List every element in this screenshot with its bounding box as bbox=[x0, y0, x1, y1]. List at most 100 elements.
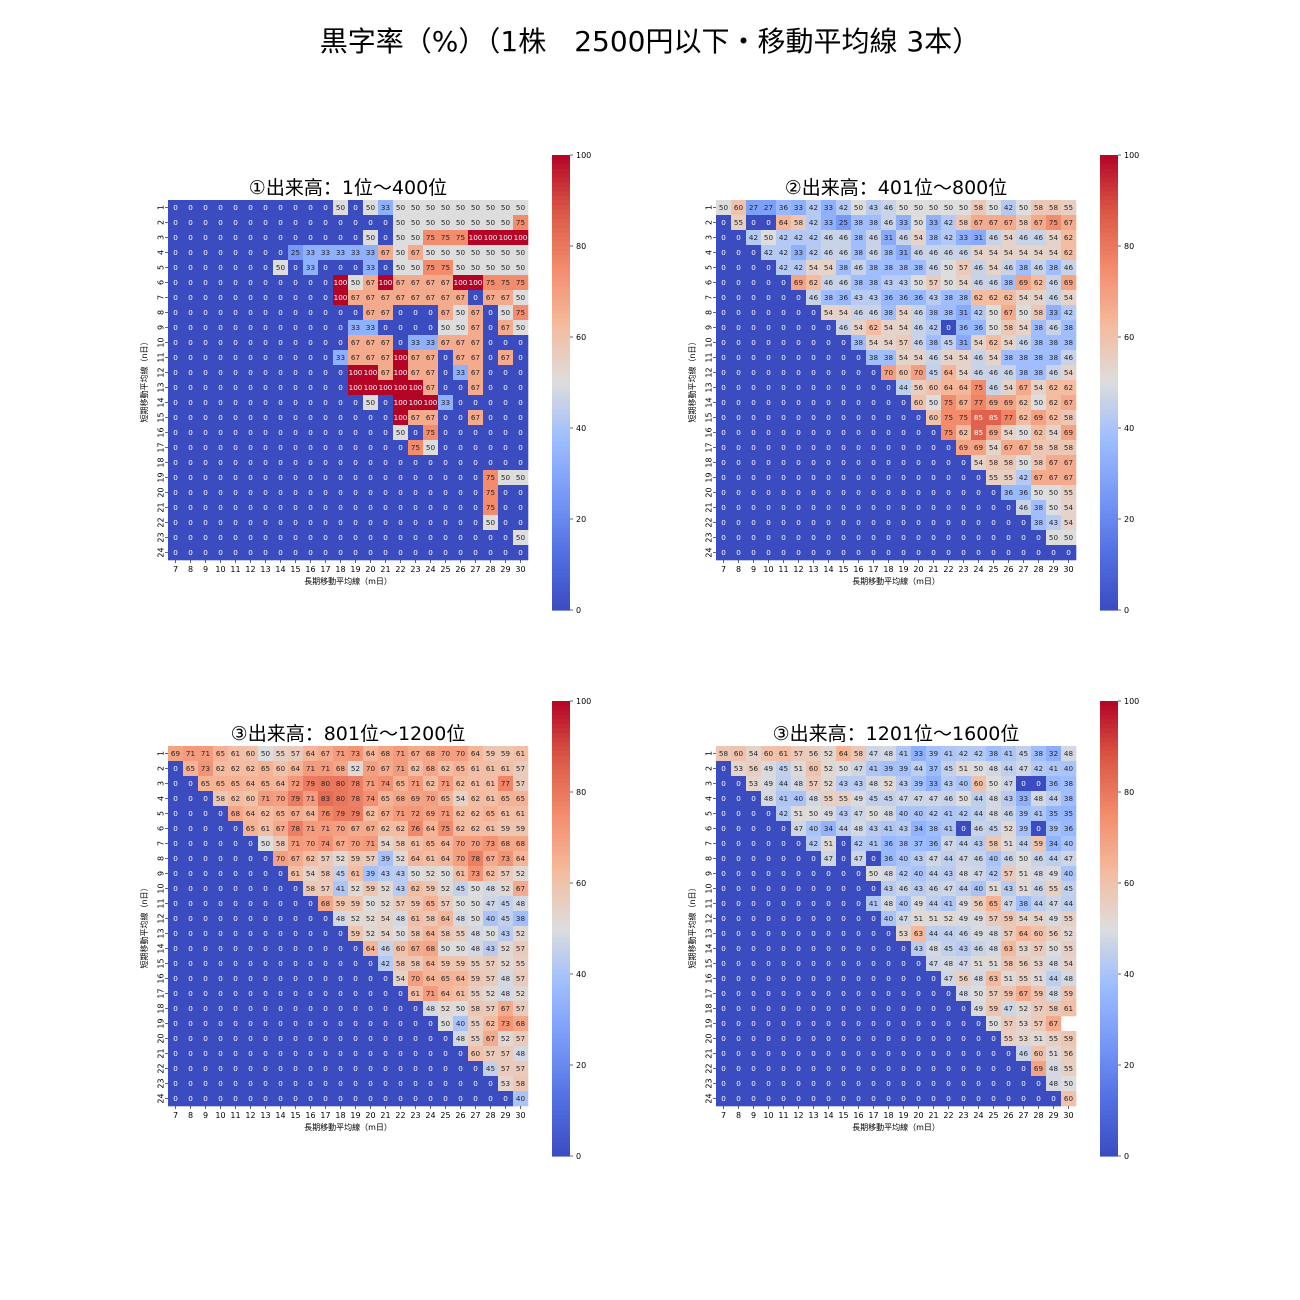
heatmap-cell bbox=[836, 305, 852, 321]
cell-label: 0 bbox=[308, 293, 313, 302]
cell-label: 0 bbox=[173, 854, 178, 863]
cell-label: 64 bbox=[839, 749, 849, 758]
heatmap-cell bbox=[258, 275, 274, 291]
heatmap-cell bbox=[348, 245, 364, 261]
heatmap-cell bbox=[896, 440, 912, 456]
cell-label: 0 bbox=[736, 944, 741, 953]
heatmap-cell bbox=[453, 956, 469, 972]
x-axis-label: 長期移動平均線（m日） bbox=[852, 576, 940, 586]
heatmap-cell bbox=[363, 836, 379, 852]
colorbar-segment bbox=[552, 1074, 570, 1080]
heatmap-cell bbox=[243, 971, 259, 987]
heatmap-cell bbox=[971, 485, 987, 501]
heatmap-cell bbox=[483, 896, 499, 912]
cell-label: 67 bbox=[411, 368, 420, 377]
cell-label: 0 bbox=[751, 428, 756, 437]
heatmap-cell bbox=[378, 275, 394, 291]
cell-label: 36 bbox=[779, 203, 789, 212]
heatmap-cell bbox=[1061, 350, 1077, 366]
cell-label: 0 bbox=[338, 1019, 343, 1028]
cell-label: 50 bbox=[486, 203, 496, 212]
heatmap-cell bbox=[333, 470, 349, 486]
cell-label: 38 bbox=[1064, 794, 1074, 803]
cell-label: 0 bbox=[751, 473, 756, 482]
cell-label: 0 bbox=[173, 413, 178, 422]
heatmap-cell bbox=[183, 440, 199, 456]
heatmap-cell bbox=[836, 515, 852, 531]
heatmap-cell bbox=[393, 791, 409, 807]
cell-label: 68 bbox=[516, 839, 526, 848]
x-tick-label: 10 bbox=[215, 565, 225, 574]
cell-label: 0 bbox=[248, 248, 253, 257]
cell-label: 52 bbox=[441, 1004, 450, 1013]
heatmap-cell bbox=[716, 305, 732, 321]
cell-label: 0 bbox=[218, 398, 223, 407]
colorbar-segment bbox=[552, 246, 570, 252]
cell-label: 0 bbox=[518, 368, 523, 377]
cell-label: 67 bbox=[441, 338, 450, 347]
cell-label: 0 bbox=[473, 488, 478, 497]
cell-label: 0 bbox=[856, 503, 861, 512]
cell-label: 47 bbox=[854, 809, 863, 818]
cell-label: 46 bbox=[944, 794, 954, 803]
heatmap-cell bbox=[1001, 230, 1017, 246]
heatmap-cell bbox=[213, 971, 229, 987]
cell-label: 0 bbox=[278, 338, 283, 347]
cell-label: 48 bbox=[471, 929, 481, 938]
heatmap-cell bbox=[1046, 395, 1062, 411]
cell-label: 0 bbox=[293, 338, 298, 347]
heatmap-cell bbox=[746, 470, 762, 486]
cell-label: 0 bbox=[218, 428, 223, 437]
colorbar-segment bbox=[1100, 309, 1118, 315]
cell-label: 59 bbox=[411, 899, 421, 908]
cell-label: 0 bbox=[203, 533, 208, 542]
cell-label: 62 bbox=[471, 824, 480, 833]
cell-label: 0 bbox=[796, 899, 801, 908]
cell-label: 62 bbox=[261, 809, 270, 818]
heatmap-cell bbox=[806, 275, 822, 291]
cell-label: 0 bbox=[188, 293, 193, 302]
heatmap-cell bbox=[348, 260, 364, 276]
heatmap-cell bbox=[363, 926, 379, 942]
colorbar-segment bbox=[552, 741, 570, 748]
cell-label: 0 bbox=[841, 1019, 846, 1028]
heatmap-cell bbox=[318, 485, 334, 501]
cell-label: 48 bbox=[974, 974, 984, 983]
cell-label: 52 bbox=[381, 899, 390, 908]
cell-label: 62 bbox=[231, 764, 240, 773]
colorbar-segment bbox=[552, 591, 570, 597]
cell-label: 44 bbox=[959, 839, 969, 848]
heatmap-cell bbox=[168, 215, 184, 231]
heatmap-cell bbox=[941, 515, 957, 531]
cell-label: 0 bbox=[1021, 779, 1026, 788]
heatmap-cell bbox=[303, 335, 319, 351]
heatmap-cell bbox=[243, 881, 259, 897]
colorbar-segment bbox=[552, 186, 570, 192]
cell-label: 0 bbox=[263, 1079, 268, 1088]
colorbar-segment bbox=[552, 755, 570, 761]
cell-label: 55 bbox=[1049, 884, 1058, 893]
heatmap-cell bbox=[866, 350, 882, 366]
cell-label: 0 bbox=[173, 293, 178, 302]
heatmap-cell bbox=[363, 230, 379, 246]
cell-label: 0 bbox=[263, 503, 268, 512]
cell-label: 0 bbox=[278, 413, 283, 422]
cell-label: 0 bbox=[976, 548, 981, 557]
cell-label: 0 bbox=[263, 488, 268, 497]
cell-label: 0 bbox=[961, 473, 966, 482]
heatmap-cell bbox=[423, 851, 439, 867]
colorbar-segment bbox=[552, 1042, 570, 1048]
cell-label: 0 bbox=[203, 854, 208, 863]
heatmap-cell bbox=[348, 971, 364, 987]
cell-label: 100 bbox=[469, 233, 483, 242]
heatmap-cell bbox=[423, 545, 439, 561]
cell-label: 60 bbox=[974, 779, 984, 788]
heatmap-cell bbox=[213, 380, 229, 396]
cell-label: 0 bbox=[976, 518, 981, 527]
heatmap-cell bbox=[408, 851, 424, 867]
y-tick-label: 2 bbox=[157, 766, 166, 771]
cell-label: 0 bbox=[308, 1079, 313, 1088]
heatmap-cell bbox=[363, 410, 379, 426]
cell-label: 0 bbox=[248, 368, 253, 377]
heatmap-cell bbox=[911, 530, 927, 546]
